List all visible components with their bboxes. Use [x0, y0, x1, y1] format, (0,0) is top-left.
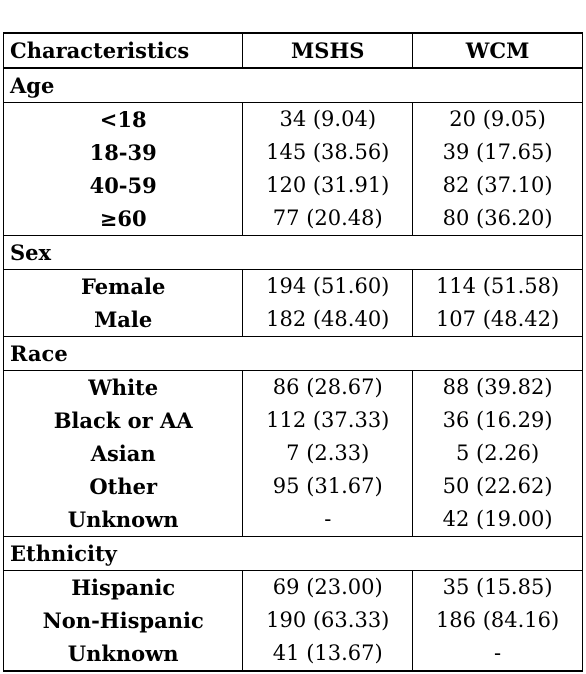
row-label: 18-39: [2, 136, 244, 169]
cell-wcm: 80 (36.20): [412, 202, 583, 236]
table-row: 18-39 145 (38.56) 39 (17.65): [2, 136, 583, 169]
cell-mshs: 77 (20.48): [242, 202, 414, 236]
row-label: <18: [2, 102, 244, 136]
table-row: Hispanic 69 (23.00) 35 (15.85): [2, 570, 583, 604]
table-row: <18 34 (9.04) 20 (9.05): [2, 102, 583, 136]
row-label: ≥60: [2, 202, 244, 236]
cell-mshs: 86 (28.67): [242, 370, 414, 404]
section-title-sex: Sex: [3, 235, 583, 270]
cell-wcm: 39 (17.65): [412, 136, 583, 169]
table-row: Non-Hispanic 190 (63.33) 186 (84.16): [2, 604, 583, 637]
row-label: Unknown: [2, 503, 244, 537]
cell-wcm: 107 (48.42): [412, 303, 583, 337]
row-label: Male: [2, 303, 244, 337]
section-title-race: Race: [3, 336, 583, 371]
row-label: Hispanic: [2, 570, 244, 604]
table-row: Unknown 41 (13.67) -: [2, 637, 583, 672]
cell-mshs: 182 (48.40): [242, 303, 414, 337]
cell-mshs: 194 (51.60): [242, 269, 414, 303]
cell-wcm: 50 (22.62): [412, 470, 583, 503]
header-row: Characteristics MSHS WCM: [2, 32, 583, 69]
demographics-table: Characteristics MSHS WCM Age <18 34 (9.0…: [2, 32, 583, 672]
cell-wcm: 5 (2.26): [412, 437, 583, 470]
row-label: 40-59: [2, 169, 244, 202]
cell-wcm: 186 (84.16): [412, 604, 583, 637]
section-row-age: Age: [3, 67, 583, 103]
row-label: Non-Hispanic: [2, 604, 244, 637]
table-row: 40-59 120 (31.91) 82 (37.10): [2, 169, 583, 202]
cell-wcm: 35 (15.85): [412, 570, 583, 604]
row-label: Other: [2, 470, 244, 503]
row-label: Black or AA: [2, 404, 244, 437]
section-row-sex: Sex: [3, 235, 583, 270]
cell-mshs: 7 (2.33): [242, 437, 414, 470]
cell-wcm: 36 (16.29): [412, 404, 583, 437]
cell-mshs: 190 (63.33): [242, 604, 414, 637]
table-row: ≥60 77 (20.48) 80 (36.20): [2, 202, 583, 236]
section-row-race: Race: [3, 336, 583, 371]
cell-mshs: 34 (9.04): [242, 102, 414, 136]
cell-mshs: 112 (37.33): [242, 404, 414, 437]
cell-wcm: 42 (19.00): [412, 503, 583, 537]
table-row: Black or AA 112 (37.33) 36 (16.29): [2, 404, 583, 437]
row-label: Female: [2, 269, 244, 303]
cell-wcm: 82 (37.10): [412, 169, 583, 202]
table-row: White 86 (28.67) 88 (39.82): [2, 370, 583, 404]
table-row: Male 182 (48.40) 107 (48.42): [2, 303, 583, 337]
cell-wcm: 20 (9.05): [412, 102, 583, 136]
header-mshs: MSHS: [242, 32, 414, 69]
table-row: Unknown - 42 (19.00): [2, 503, 583, 537]
section-row-ethnicity: Ethnicity: [3, 536, 583, 571]
cell-mshs: 145 (38.56): [242, 136, 414, 169]
cell-mshs: 69 (23.00): [242, 570, 414, 604]
row-label: Unknown: [2, 637, 244, 672]
caption-fragment: [300, 0, 586, 4]
row-label: Asian: [2, 437, 244, 470]
table-row: Asian 7 (2.33) 5 (2.26): [2, 437, 583, 470]
header-wcm: WCM: [412, 32, 583, 69]
table-row: Other 95 (31.67) 50 (22.62): [2, 470, 583, 503]
section-title-age: Age: [3, 67, 583, 103]
cell-mshs: 95 (31.67): [242, 470, 414, 503]
cell-wcm: -: [412, 637, 583, 672]
cell-mshs: 41 (13.67): [242, 637, 414, 672]
cell-mshs: -: [242, 503, 414, 537]
header-characteristics: Characteristics: [2, 32, 244, 69]
row-label: White: [2, 370, 244, 404]
section-title-ethnicity: Ethnicity: [3, 536, 583, 571]
cell-wcm: 88 (39.82): [412, 370, 583, 404]
cell-mshs: 120 (31.91): [242, 169, 414, 202]
cell-wcm: 114 (51.58): [412, 269, 583, 303]
table-row: Female 194 (51.60) 114 (51.58): [2, 269, 583, 303]
